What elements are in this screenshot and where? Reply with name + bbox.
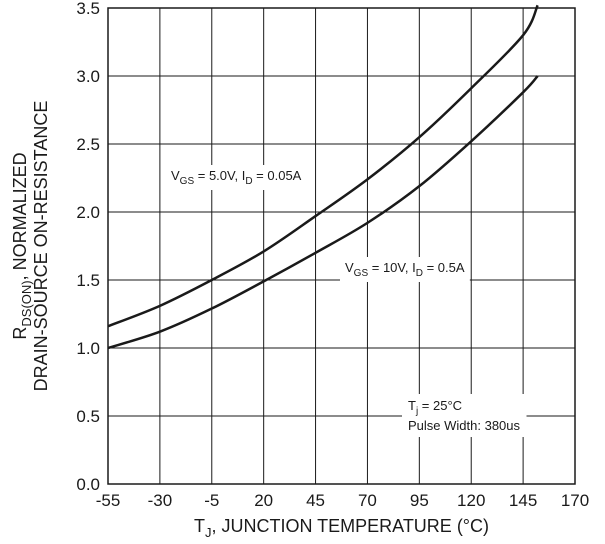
x-tick-label: -55 bbox=[96, 491, 121, 510]
y-axis-title-line-1: RDS(ON), NORMALIZED bbox=[10, 152, 34, 339]
y-tick-label: 1.5 bbox=[76, 271, 100, 290]
y-tick-label: 2.0 bbox=[76, 203, 100, 222]
x-tick-label: 70 bbox=[358, 491, 377, 510]
y-tick-label: 0.5 bbox=[76, 407, 100, 426]
x-axis-title: TJ, JUNCTION TEMPERATURE (°C) bbox=[194, 516, 489, 540]
series-1-label: VGS = 5.0V, ID = 0.05A bbox=[171, 168, 302, 187]
conditions-pulse-width: Pulse Width: 380us bbox=[408, 418, 521, 433]
annotations: VGS = 5.0V, ID = 0.05A VGS = 10V, ID = 0… bbox=[166, 165, 527, 437]
x-tick-label: 45 bbox=[306, 491, 325, 510]
conditions-temperature: Tj = 25°C bbox=[408, 398, 462, 417]
series-2-label: VGS = 10V, ID = 0.5A bbox=[345, 260, 465, 279]
x-tick-label: -30 bbox=[148, 491, 173, 510]
y-tick-label: 2.5 bbox=[76, 135, 100, 154]
x-tick-label: 20 bbox=[254, 491, 273, 510]
tick-labels: -55 -30 -5 20 45 70 95 120 145 170 0.0 0.5 1.0 1.5 2.0… bbox=[76, 0, 589, 510]
conditions-background bbox=[402, 394, 527, 437]
series-1-line bbox=[107, 4, 539, 328]
x-tick-label: 145 bbox=[509, 491, 537, 510]
y-tick-label: 3.5 bbox=[76, 0, 100, 18]
y-tick-label: 3.0 bbox=[76, 67, 100, 86]
x-tick-label: 95 bbox=[410, 491, 429, 510]
series-2-line bbox=[107, 75, 539, 350]
y-axis-title-line-2: DRAIN-SOURCE ON-RESISTANCE bbox=[31, 101, 51, 392]
x-tick-label: 170 bbox=[561, 491, 589, 510]
series-1-label-background bbox=[166, 165, 307, 190]
series-layer bbox=[107, 4, 539, 350]
x-tick-label: 120 bbox=[457, 491, 485, 510]
series-2-label-background bbox=[340, 257, 470, 282]
y-tick-label: 0.0 bbox=[76, 475, 100, 494]
y-tick-label: 1.0 bbox=[76, 339, 100, 358]
x-tick-label: -5 bbox=[204, 491, 219, 510]
plot-frame bbox=[107, 7, 576, 485]
